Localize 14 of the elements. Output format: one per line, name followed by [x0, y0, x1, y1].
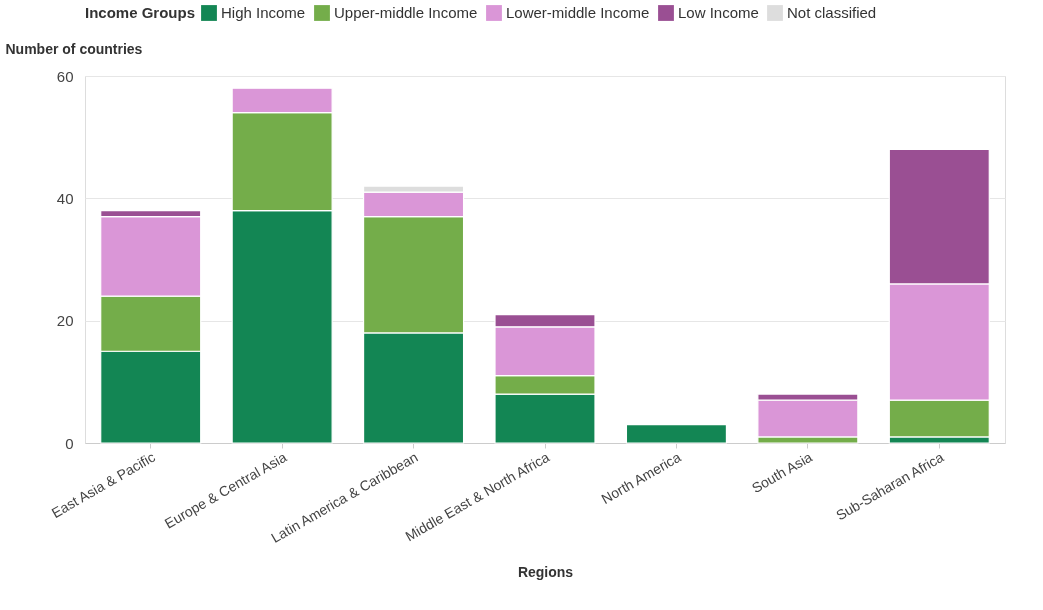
- legend-label: Low Income: [678, 4, 759, 21]
- y-tick-label: 20: [56, 312, 74, 330]
- x-tick-label: South Asia: [748, 448, 816, 497]
- y-tick-label: 40: [56, 189, 74, 207]
- legend-title: Income Groups: [85, 4, 196, 21]
- bar: [625, 424, 728, 444]
- y-axis-title: Number of countries: [5, 40, 143, 57]
- x-axis-title: Regions: [517, 564, 574, 581]
- legend-label: Upper-middle Income: [334, 4, 478, 21]
- y-tick-label: 0: [65, 434, 74, 452]
- legend-label: High Income: [221, 4, 306, 21]
- y-tick-label: 60: [56, 67, 74, 85]
- legend-label: Lower-middle Income: [506, 4, 650, 21]
- legend-label: Not classified: [787, 4, 877, 21]
